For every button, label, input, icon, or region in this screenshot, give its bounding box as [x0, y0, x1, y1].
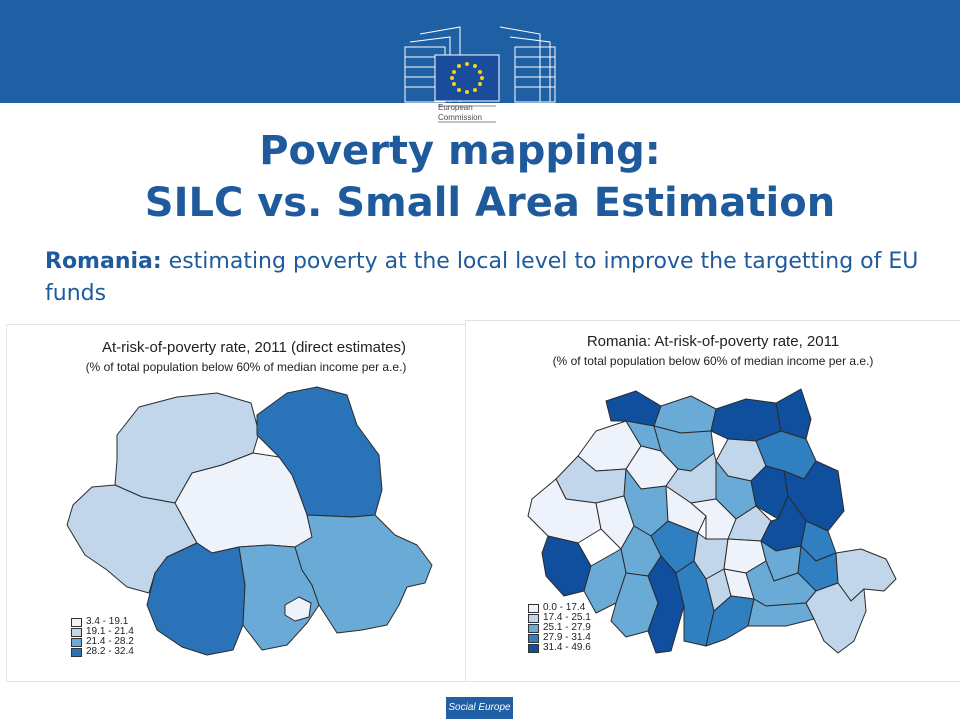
legend-label: 19.1 - 21.4	[86, 626, 134, 637]
region-south	[238, 544, 320, 651]
legend-label: 25.1 - 27.9	[543, 622, 591, 633]
slide-title-line2: SILC vs. Small Area Estimation	[144, 180, 836, 226]
legend-swatch	[71, 617, 82, 627]
subtitle-bold: Romania:	[45, 249, 162, 274]
region-south-east	[294, 514, 433, 634]
county-botosani	[775, 388, 812, 440]
logo-text: European Commission	[438, 103, 482, 123]
map-panel-direct-estimates: At-risk-of-poverty rate, 2011 (direct es…	[6, 324, 466, 682]
county-maramures	[653, 395, 717, 434]
legend-label: 17.4 - 25.1	[543, 612, 591, 623]
county-caras	[541, 535, 592, 597]
slide-subtitle: Romania: estimating poverty at the local…	[45, 246, 925, 310]
logo-line-commission: Commission	[438, 113, 483, 122]
legend-label: 0.0 - 17.4	[543, 602, 586, 613]
romania-map-sae	[527, 388, 897, 654]
european-commission-logo	[404, 26, 556, 123]
legend-right-row-3: 27.9 - 31.4	[528, 633, 591, 643]
legend-right-row-1: 17.4 - 25.1	[528, 613, 591, 623]
legend-swatch	[528, 623, 539, 633]
logo-line-european: European	[438, 103, 473, 112]
county-olt	[647, 555, 685, 654]
legend-swatch	[528, 603, 539, 613]
romania-map-direct	[66, 386, 433, 656]
legend-swatch	[528, 613, 539, 623]
map-left-subtitle: (% of total population below 60% of medi…	[85, 360, 407, 374]
map-right-title: Romania: At-risk-of-poverty rate, 2011	[586, 333, 840, 350]
legend-swatch	[528, 633, 539, 643]
map-left-title: At-risk-of-poverty rate, 2011 (direct es…	[102, 339, 406, 356]
map-panel-small-area: Romania: At-risk-of-poverty rate, 2011 (…	[465, 320, 960, 682]
legend-right-row-2: 25.1 - 27.9	[528, 623, 591, 633]
legend-right-row-4: 31.4 - 49.6	[528, 643, 591, 653]
legend-right-row-0: 0.0 - 17.4	[528, 603, 591, 613]
county-satu-mare	[605, 390, 662, 427]
legend-label: 31.4 - 49.6	[543, 642, 591, 653]
region-bucharest	[284, 596, 312, 622]
map-right-legend: 0.0 - 17.4 17.4 - 25.1 25.1 - 27.9 27.9 …	[528, 603, 591, 653]
social-europe-badge: Social Europe	[446, 697, 513, 719]
map-left-legend: 3.4 - 19.1 19.1 - 21.4 21.4 - 28.2 28.2 …	[71, 617, 134, 657]
legend-swatch	[71, 637, 82, 647]
legend-left-row-0: 3.4 - 19.1	[71, 617, 134, 627]
legend-label: 28.2 - 32.4	[86, 646, 134, 657]
county-constanta	[805, 582, 867, 654]
legend-label: 27.9 - 31.4	[543, 632, 591, 643]
subtitle-text: estimating poverty at the local level to…	[45, 249, 919, 306]
legend-label: 21.4 - 28.2	[86, 636, 134, 647]
legend-swatch	[528, 643, 539, 653]
legend-swatch	[71, 627, 82, 637]
map-right-subtitle: (% of total population below 60% of medi…	[552, 354, 874, 368]
legend-label: 3.4 - 19.1	[86, 616, 129, 627]
legend-left-row-3: 28.2 - 32.4	[71, 647, 134, 657]
legend-left-row-1: 19.1 - 21.4	[71, 627, 134, 637]
legend-left-row-2: 21.4 - 28.2	[71, 637, 134, 647]
county-sibiu	[665, 485, 707, 534]
legend-swatch	[71, 647, 82, 657]
slide-title-line1: Poverty mapping:	[259, 128, 661, 174]
